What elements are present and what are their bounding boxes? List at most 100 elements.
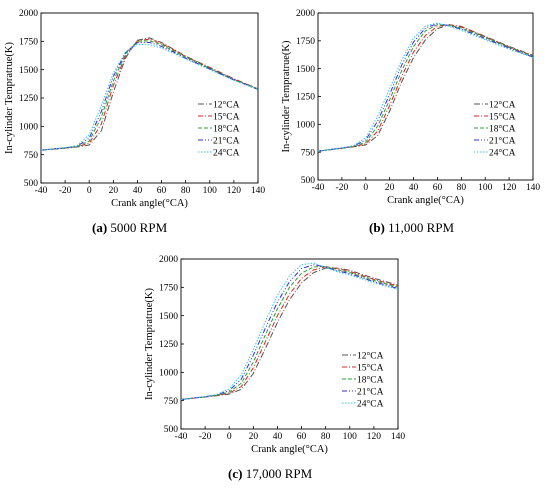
legend-label: 15°CA (357, 362, 384, 373)
x-tick-label: 20 (249, 432, 259, 442)
legend-label: 24°CA (213, 147, 240, 158)
x-tick-label: 40 (409, 183, 419, 193)
legend-label: 18°CA (213, 123, 240, 134)
series-line-12ca (180, 267, 399, 400)
legend-label: 24°CA (489, 147, 516, 158)
x-tick-label: 40 (133, 186, 143, 196)
x-tick-label: 120 (502, 183, 517, 193)
y-tick-label: 500 (164, 425, 179, 435)
x-axis-label: Crank angle(°CA) (111, 198, 188, 209)
x-tick-label: 80 (321, 432, 331, 442)
y-tick-label: 500 (301, 176, 316, 186)
x-tick-label: 20 (109, 186, 119, 196)
x-tick-label: 100 (478, 183, 493, 193)
legend-label: 21°CA (213, 135, 240, 146)
y-tick-label: 1500 (19, 66, 38, 76)
chart-a: -40 -20 0 20 40 60 80 100 120 140 500 750 1000 1250 15… (4, 9, 265, 209)
x-tick-label: 140 (526, 183, 541, 193)
series-line-15ca (317, 24, 534, 152)
series-line-12ca (317, 24, 534, 152)
x-tick-label: 120 (367, 432, 382, 442)
x-tick-label: 0 (363, 183, 368, 193)
legend-label: 15°CA (489, 111, 516, 122)
x-tick-label: -40 (35, 186, 48, 196)
series-line-21ca (180, 264, 399, 400)
legend-label: 18°CA (357, 374, 384, 385)
caption-b: (b) 11,000 RPM (369, 220, 454, 236)
x-tick-label: 60 (297, 432, 307, 442)
y-tick-label: 1250 (296, 93, 315, 103)
series-line-15ca (180, 266, 399, 400)
y-axis-label: In-cylinder Tempratrue(K) (144, 288, 155, 400)
caption-b-letter: (b) (369, 220, 385, 235)
legend-label: 21°CA (489, 135, 516, 146)
y-tick-label: 750 (301, 148, 316, 158)
x-tick-label: 140 (391, 432, 406, 442)
legend-label: 15°CA (213, 111, 240, 122)
caption-c: (c) 17,000 RPM (228, 466, 312, 482)
caption-a: (a) 5000 RPM (92, 220, 167, 236)
x-tick-label: 0 (87, 186, 92, 196)
x-tick-label: -20 (59, 186, 72, 196)
y-tick-label: 500 (24, 179, 39, 189)
y-tick-label: 1250 (19, 94, 38, 104)
chart-c: -40 -20 0 20 40 60 80 100 120 140 500 750 1000 1250 15… (144, 255, 405, 455)
legend-label: 18°CA (489, 123, 516, 134)
caption-a-letter: (a) (92, 220, 108, 235)
chart-b: -40 -20 0 20 40 60 80 100 120 140 500 750 1000 1250 15… (281, 9, 540, 206)
y-axis-label: In-cylinder Tempratrue(K) (281, 40, 292, 152)
y-tick-label: 1000 (159, 369, 178, 379)
x-tick-label: 60 (157, 186, 167, 196)
y-tick-label: 1750 (19, 38, 38, 48)
series-line-24ca (180, 262, 399, 400)
series-line-18ca (180, 265, 399, 400)
x-tick-label: 120 (227, 186, 242, 196)
y-tick-label: 750 (164, 397, 179, 407)
x-axis-label: Crank angle(°CA) (251, 444, 328, 455)
y-tick-label: 1500 (296, 65, 315, 75)
x-tick-label: -20 (199, 432, 212, 442)
legend-label: 12°CA (489, 99, 516, 110)
x-tick-label: -40 (312, 183, 325, 193)
y-tick-label: 1000 (19, 123, 38, 133)
y-tick-label: 750 (24, 151, 39, 161)
legend-label: 12°CA (357, 350, 384, 361)
series-line-12ca (40, 37, 259, 151)
series-line-24ca (40, 43, 259, 151)
series-line-18ca (40, 40, 259, 151)
y-tick-label: 2000 (159, 255, 178, 265)
series-line-21ca (317, 23, 534, 152)
x-axis-label: Crank angle(°CA) (387, 195, 464, 206)
caption-c-letter: (c) (228, 466, 243, 481)
y-tick-label: 1250 (159, 340, 178, 350)
y-tick-label: 1000 (296, 121, 315, 131)
caption-b-text: 11,000 RPM (384, 220, 455, 235)
legend-label: 12°CA (213, 99, 240, 110)
x-tick-label: 140 (251, 186, 266, 196)
x-tick-label: 60 (433, 183, 443, 193)
x-tick-label: 20 (385, 183, 395, 193)
x-tick-label: 40 (273, 432, 283, 442)
series-line-18ca (317, 24, 534, 152)
series-line-21ca (40, 42, 259, 151)
y-tick-label: 1750 (159, 284, 178, 294)
y-tick-label: 1500 (159, 312, 178, 322)
x-tick-label: 80 (181, 186, 191, 196)
caption-a-text: 5000 RPM (107, 220, 168, 235)
x-tick-label: 0 (227, 432, 232, 442)
legend-label: 21°CA (357, 386, 384, 397)
y-axis-label: In-cylinder Tempratrue(K) (4, 42, 15, 154)
x-tick-label: 80 (457, 183, 467, 193)
y-tick-label: 2000 (19, 9, 38, 19)
y-tick-label: 2000 (296, 9, 315, 19)
x-tick-label: -20 (336, 183, 349, 193)
legend-label: 24°CA (357, 398, 384, 409)
x-tick-label: -40 (175, 432, 188, 442)
x-tick-label: 100 (203, 186, 218, 196)
x-tick-label: 100 (343, 432, 358, 442)
y-tick-label: 1750 (296, 37, 315, 47)
